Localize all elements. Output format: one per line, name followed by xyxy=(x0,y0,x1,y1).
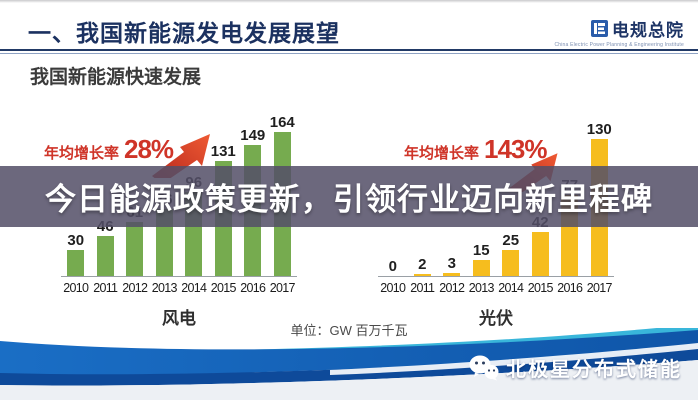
solar-growth-label: 年均增长率 xyxy=(404,145,480,162)
bar-value-label: 15 xyxy=(472,242,490,259)
bar-value-label: 0 xyxy=(388,258,397,275)
bar xyxy=(413,274,431,276)
header-divider xyxy=(0,49,698,51)
wechat-icon xyxy=(469,355,499,380)
bar-column: 0 xyxy=(378,259,408,276)
unit-note: 单位：GW 百万千瓦 xyxy=(290,323,408,338)
bar-column: 2 xyxy=(408,257,438,276)
bar-value-label: 164 xyxy=(269,114,295,131)
wind-growth-rate: 28% xyxy=(124,134,174,164)
year-label: 2010 xyxy=(63,281,89,295)
bar-value-label: 3 xyxy=(447,255,456,272)
year-label: 2015 xyxy=(210,281,237,295)
year-label: 2016 xyxy=(557,281,583,295)
bottom-wave-decoration xyxy=(0,328,698,400)
bar-value-label: 25 xyxy=(502,232,520,249)
year-label: 2012 xyxy=(122,281,148,295)
org-logo-caption: China Electric Power Planning & Engineer… xyxy=(554,42,684,48)
bar xyxy=(502,250,520,276)
year-label: 2011 xyxy=(410,281,435,295)
bar-value-label: 130 xyxy=(586,121,612,138)
header-divider-thin xyxy=(0,53,698,54)
news-overlay-banner: 今日能源政策更新，引领行业迈向新里程碑 xyxy=(0,166,698,227)
solar-chart-year-axis: 2010 2011 2012 2013 2014 2015 2016 2017 xyxy=(378,281,614,295)
wind-growth-label: 年均增长率 xyxy=(44,145,120,162)
year-label: 2013 xyxy=(468,281,495,295)
wind-chart-title: 风电 xyxy=(162,309,196,328)
bar xyxy=(126,222,144,276)
bar xyxy=(443,273,461,276)
year-label: 2017 xyxy=(269,281,296,295)
bar xyxy=(531,232,549,276)
year-label: 2013 xyxy=(151,281,178,295)
org-logo: 电规总院 China Electric Power Planning & Eng… xyxy=(554,16,684,48)
solar-growth-rate: 143% xyxy=(484,134,547,164)
wind-growth-annotation: 年均增长率 28% xyxy=(44,134,174,165)
watermark-text: 北极星分布式储能 xyxy=(506,359,682,381)
bar-value-label: 30 xyxy=(67,232,85,249)
solar-growth-annotation: 年均增长率 143% xyxy=(404,134,548,165)
org-logo-icon xyxy=(591,20,608,37)
bar-value-label: 131 xyxy=(210,143,236,160)
year-label: 2010 xyxy=(380,281,406,295)
year-label: 2011 xyxy=(93,281,118,295)
section-title: 我国新能源快速发展 xyxy=(30,67,202,88)
year-label: 2017 xyxy=(586,281,613,295)
bar xyxy=(96,236,114,276)
year-label: 2012 xyxy=(439,281,465,295)
bar-column: 46 xyxy=(91,219,121,276)
bar-value-label: 149 xyxy=(240,127,266,144)
year-label: 2015 xyxy=(527,281,554,295)
watermark: 北极星分布式储能 xyxy=(469,353,682,382)
solar-chart-title: 光伏 xyxy=(479,309,513,328)
wind-chart-year-axis: 2010 2011 2012 2013 2014 2015 2016 2017 xyxy=(61,281,297,295)
bar-column: 15 xyxy=(467,243,497,276)
bar xyxy=(67,250,85,276)
bar-column: 30 xyxy=(61,233,91,276)
bar-column: 25 xyxy=(496,233,526,276)
bar xyxy=(472,260,490,276)
page-title: 一、我国新能源发电发展展望 xyxy=(28,20,340,46)
bar-column: 3 xyxy=(437,256,467,276)
year-label: 2014 xyxy=(498,281,524,295)
news-overlay-text: 今日能源政策更新，引领行业迈向新里程碑 xyxy=(45,182,653,217)
year-label: 2014 xyxy=(181,281,207,295)
org-logo-name: 电规总院 xyxy=(612,21,684,40)
bar-value-label: 2 xyxy=(418,256,427,273)
year-label: 2016 xyxy=(240,281,266,295)
